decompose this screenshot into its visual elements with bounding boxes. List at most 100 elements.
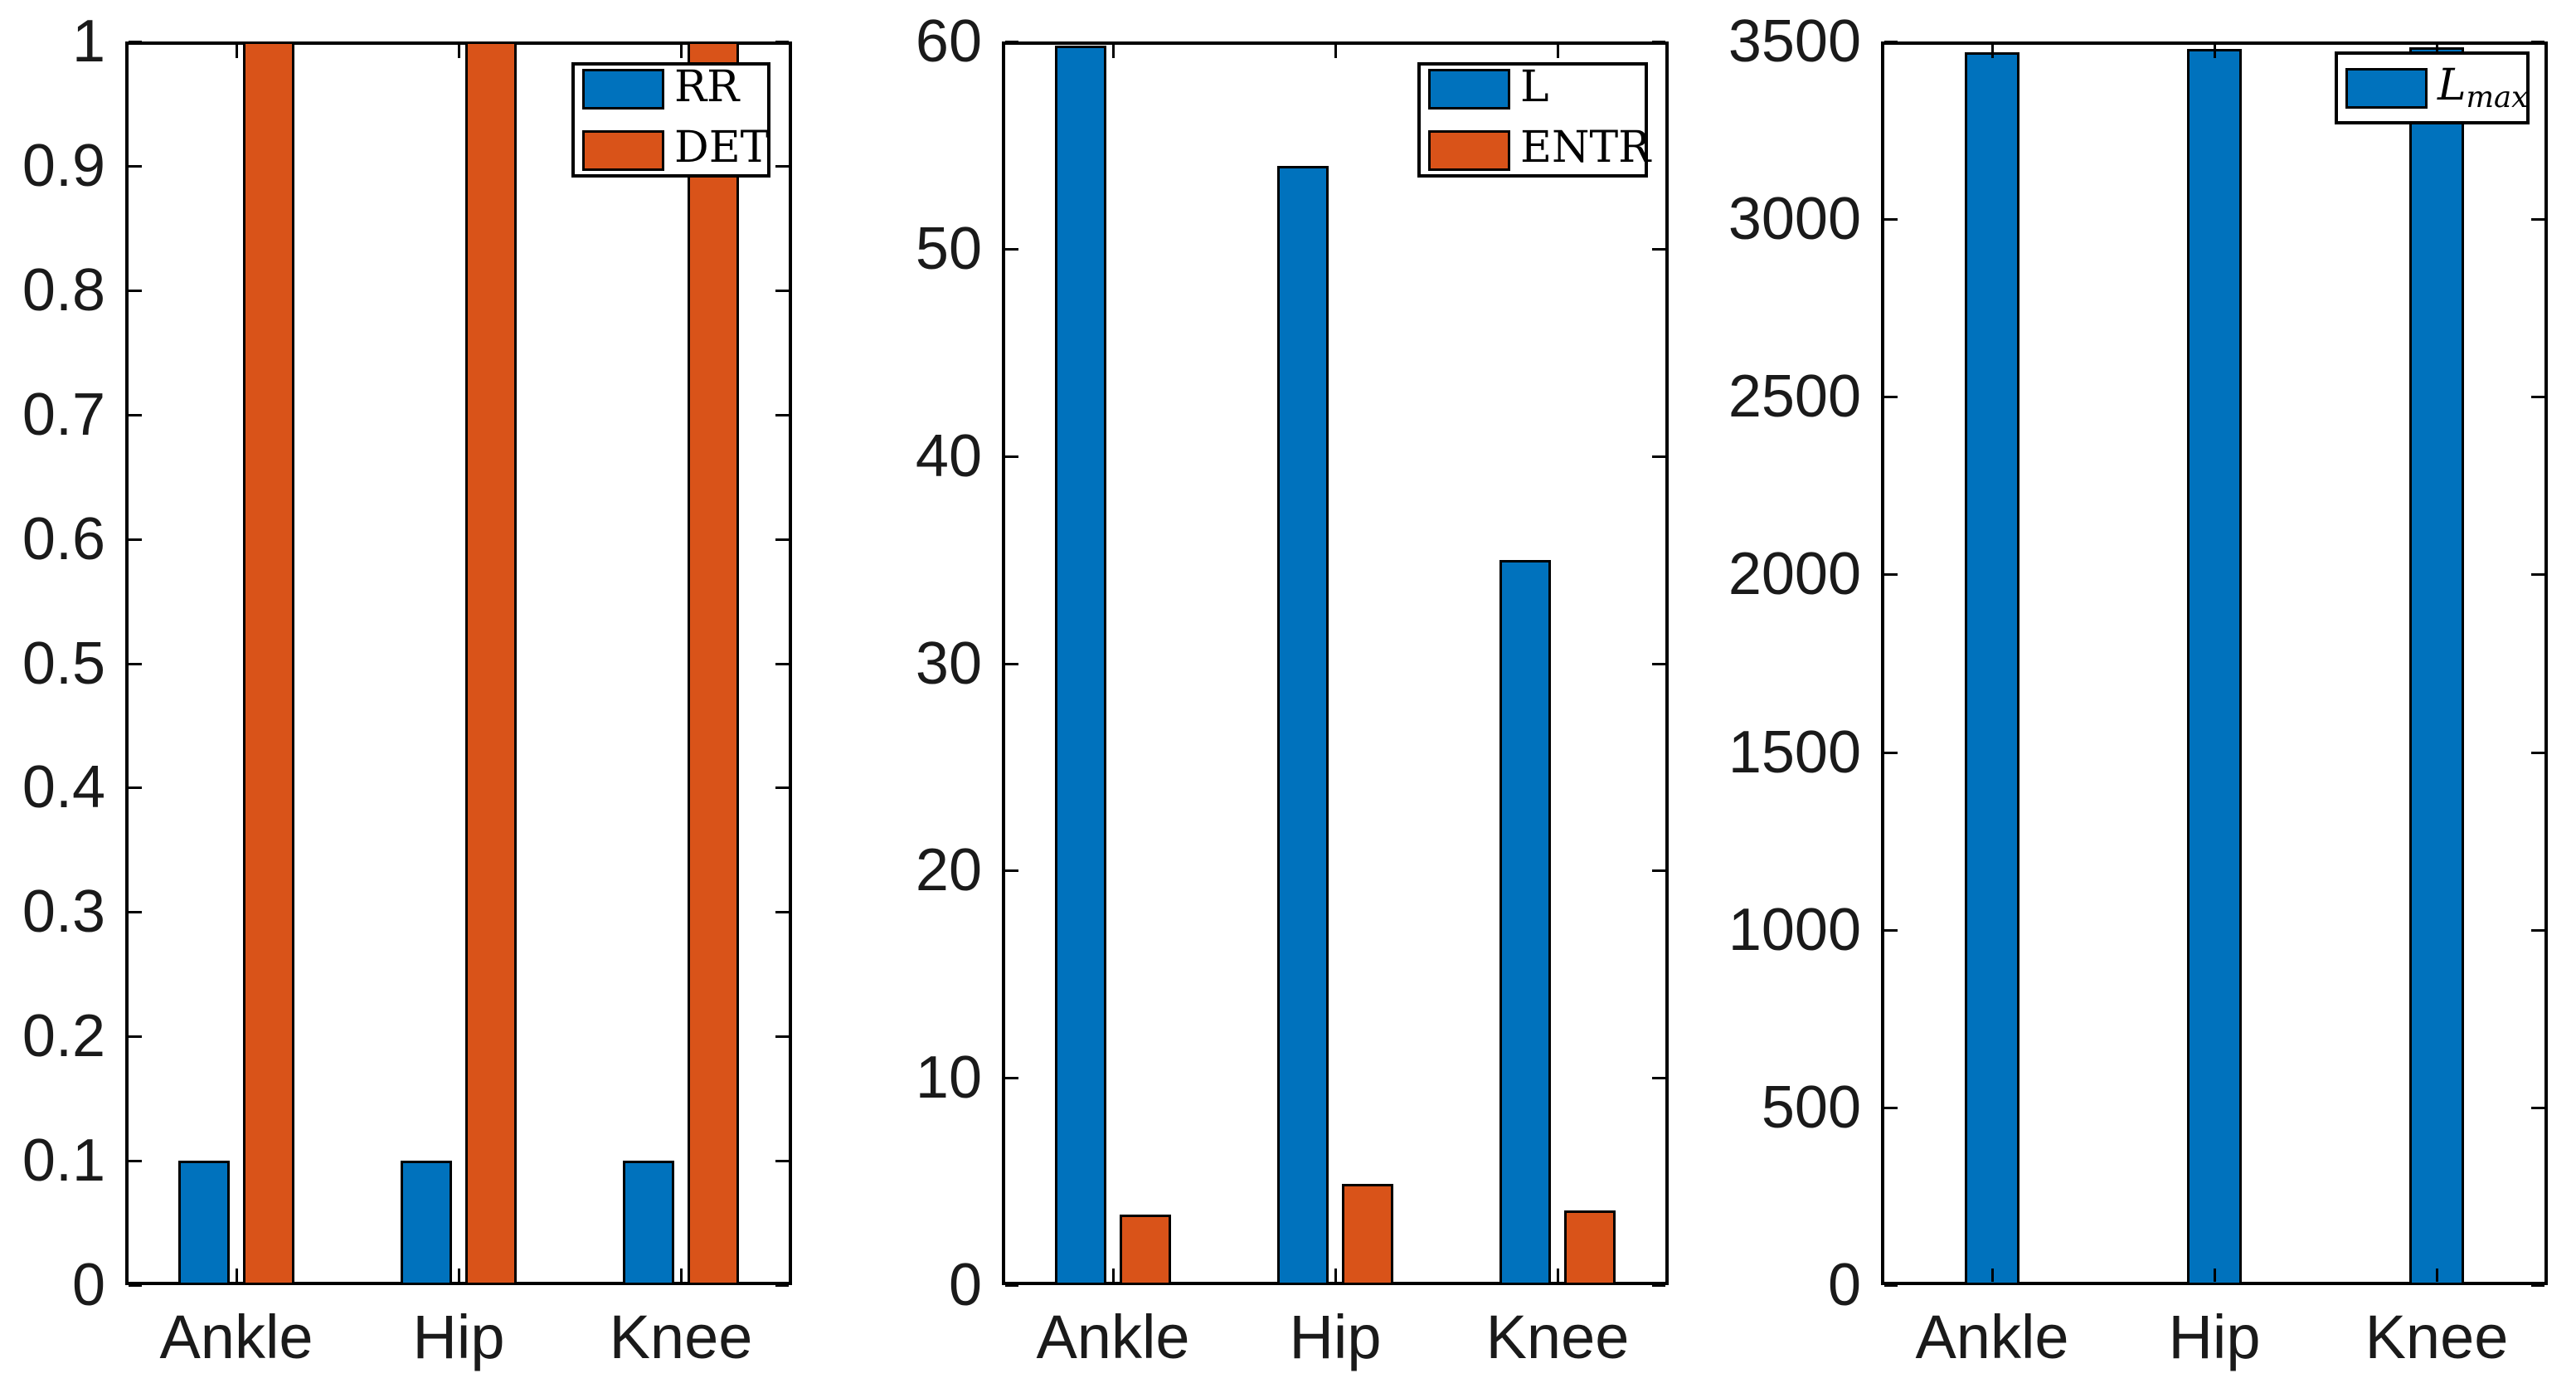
- y-tick-label: 1500: [1728, 718, 1861, 786]
- det-legend-label: DET: [674, 126, 769, 174]
- y-tick-right: [1652, 455, 1665, 458]
- y-tick-right: [2531, 1284, 2544, 1287]
- legend-entry: L: [1428, 66, 1637, 114]
- bar-L_max-Ankle: [1965, 51, 2019, 1285]
- x-category-label: Hip: [1289, 1303, 1382, 1371]
- bar-L-Knee: [1499, 559, 1551, 1285]
- y-tick-label: 1: [71, 8, 105, 75]
- x-tick-bottom: [1991, 1269, 1994, 1282]
- legend-text: DET: [674, 123, 770, 173]
- entr-legend-label: ENTR: [1520, 126, 1650, 174]
- y-tick-right: [2531, 928, 2544, 932]
- legend-entry: DET: [582, 126, 769, 174]
- y-tick-right: [775, 662, 789, 665]
- y-tick-right: [2531, 396, 2544, 399]
- lmax-legend-swatch: [2345, 67, 2428, 109]
- y-tick-left: [129, 911, 142, 914]
- y-tick-left: [129, 538, 142, 541]
- y-tick-right: [1652, 41, 1665, 43]
- legend-text: L: [1520, 61, 1549, 112]
- x-tick-top: [1991, 45, 1994, 58]
- y-tick-label: 0.9: [22, 132, 105, 199]
- x-tick-top: [236, 45, 238, 58]
- y-tick-right: [2531, 573, 2544, 577]
- y-tick-label: 0.5: [22, 630, 105, 697]
- y-tick-right: [775, 413, 789, 416]
- rr-legend-swatch: [582, 69, 664, 110]
- x-tick-top: [458, 45, 460, 58]
- y-tick-label: 10: [915, 1045, 982, 1112]
- bar-L_max-Knee: [2409, 47, 2464, 1285]
- bar-RR-Hip: [401, 1161, 452, 1285]
- y-tick-right: [1652, 1077, 1665, 1080]
- legend-text: RR: [674, 61, 740, 112]
- y-tick-left: [1884, 1284, 1898, 1287]
- x-tick-top: [2214, 45, 2216, 58]
- y-tick-left: [1005, 869, 1018, 873]
- y-tick-right: [775, 41, 789, 43]
- y-tick-right: [775, 911, 789, 914]
- y-tick-label: 0.6: [22, 505, 105, 572]
- bar-L-Ankle: [1055, 45, 1106, 1285]
- y-tick-right: [775, 1035, 789, 1039]
- y-tick-label: 30: [915, 630, 982, 697]
- y-tick-label: 500: [1761, 1074, 1861, 1141]
- x-tick-top: [1557, 45, 1559, 58]
- bar-ENTR-Hip: [1342, 1183, 1393, 1285]
- y-tick-left: [1005, 1284, 1018, 1287]
- y-tick-right: [775, 538, 789, 541]
- y-tick-left: [129, 662, 142, 665]
- x-tick-bottom: [2436, 1269, 2438, 1282]
- y-tick-right: [1652, 1284, 1665, 1287]
- x-category-label: Ankle: [1036, 1303, 1190, 1371]
- y-tick-label: 0.3: [22, 879, 105, 946]
- y-tick-left: [1884, 928, 1898, 932]
- y-tick-right: [1652, 869, 1665, 873]
- x-tick-bottom: [236, 1269, 238, 1282]
- y-tick-left: [129, 1160, 142, 1163]
- y-tick-left: [1884, 396, 1898, 399]
- legend-entry: RR: [582, 66, 760, 114]
- y-tick-label: 0: [948, 1252, 982, 1318]
- y-tick-label: 0.4: [22, 754, 105, 821]
- l-legend-swatch: [1428, 69, 1510, 110]
- x-category-label: Ankle: [1915, 1303, 2069, 1371]
- legend-text: L: [2437, 60, 2467, 110]
- y-tick-right: [775, 786, 789, 790]
- y-tick-label: 3000: [1728, 186, 1861, 253]
- x-tick-bottom: [1557, 1269, 1559, 1282]
- y-tick-left: [1005, 247, 1018, 251]
- y-tick-left: [129, 164, 142, 168]
- y-tick-right: [1652, 662, 1665, 665]
- y-tick-right: [775, 289, 789, 292]
- y-tick-label: 0: [1827, 1252, 1861, 1318]
- x-tick-bottom: [1112, 1269, 1115, 1282]
- y-tick-label: 0.8: [22, 256, 105, 324]
- x-tick-top: [680, 45, 683, 58]
- bar-ENTR-Knee: [1564, 1210, 1616, 1285]
- legend-entry: Lmax: [2345, 60, 2528, 112]
- y-tick-left: [129, 1284, 142, 1287]
- legend-right: Lmax: [2335, 51, 2530, 124]
- y-tick-label: 60: [915, 8, 982, 75]
- y-tick-label: 1000: [1728, 896, 1861, 963]
- y-tick-left: [129, 289, 142, 292]
- y-tick-left: [129, 41, 142, 43]
- y-tick-left: [1005, 1077, 1018, 1080]
- bar-L_max-Hip: [2187, 48, 2242, 1285]
- y-tick-label: 0.7: [22, 381, 105, 448]
- x-category-label: Knee: [2365, 1303, 2509, 1371]
- bar-RR-Ankle: [178, 1161, 230, 1285]
- y-tick-left: [1884, 218, 1898, 222]
- bar-DET-Knee: [688, 41, 739, 1285]
- y-tick-label: 0.2: [22, 1003, 105, 1070]
- x-category-label: Hip: [412, 1303, 505, 1371]
- legend-entry: ENTR: [1428, 126, 1650, 174]
- entr-legend-swatch: [1428, 129, 1510, 171]
- y-tick-label: 0.1: [22, 1127, 105, 1195]
- legend-middle: L ENTR: [1417, 62, 1650, 178]
- y-tick-left: [129, 786, 142, 790]
- l-legend-label: L: [1520, 66, 1549, 114]
- x-tick-top: [1112, 45, 1115, 58]
